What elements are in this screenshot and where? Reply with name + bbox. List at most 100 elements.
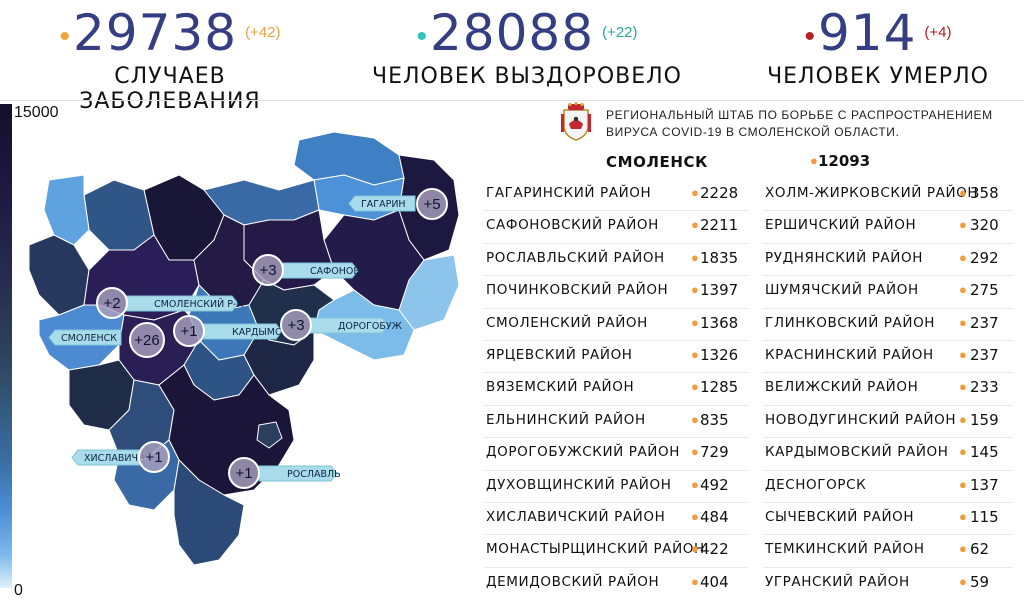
district-row: ЕРШИЧСКИЙ РАЙОН ● 320 xyxy=(765,210,1015,240)
region-map: ГАГАРИН +5 САФОНОВО +3 СМОЛЕНСКИЙ Р-Н +2 КАРДЫ… xyxy=(28,131,460,566)
map-marker: СМОЛЕНСК +26 xyxy=(48,322,165,358)
marker-delta: +2 xyxy=(103,295,120,312)
district-row: ВЯЗЕМСКИЙ РАЙОН ● 1285 xyxy=(486,372,750,402)
region-yershichsky xyxy=(173,459,245,566)
value-dot-icon: ● xyxy=(959,282,967,298)
marker-place-label: СМОЛЕНСК xyxy=(61,333,117,344)
value-dot-icon: ● xyxy=(691,476,699,492)
row-divider xyxy=(484,502,748,503)
district-row: ХИСЛАВИЧСКИЙ РАЙОН ● 484 xyxy=(486,502,750,532)
district-name: ШУМЯЧСКИЙ РАЙОН xyxy=(765,282,919,299)
row-divider xyxy=(763,340,1013,341)
district-name: УГРАНСКИЙ РАЙОН xyxy=(765,573,910,590)
district-value: 159 xyxy=(970,410,999,429)
value-dot-icon: ● xyxy=(959,509,967,524)
smolensk-coat-of-arms-icon xyxy=(561,102,591,141)
district-value: 292 xyxy=(970,248,999,267)
district-row: ДЕСНОГОРСК ● 137 xyxy=(765,470,1015,500)
district-value: 492 xyxy=(700,475,729,494)
marker-bubble xyxy=(280,309,312,341)
district-name: МОНАСТЫРЩИНСКИЙ РАЙОН xyxy=(486,541,705,558)
map-marker: САФОНОВО +3 xyxy=(252,254,367,286)
value-dot-icon: ● xyxy=(691,314,699,330)
value-dot-icon: ● xyxy=(691,217,699,233)
district-row: ГАГАРИНСКИЙ РАЙОН ● 2228 xyxy=(486,178,750,208)
deaths-label: ЧЕЛОВЕК УМЕРЛО xyxy=(767,64,989,89)
row-divider xyxy=(484,340,748,341)
district-row: РОСЛАВЛЬСКИЙ РАЙОН ● 1835 xyxy=(486,243,750,273)
district-row: ШУМЯЧСКИЙ РАЙОН ● 275 xyxy=(765,275,1015,305)
district-value: 233 xyxy=(970,378,999,397)
district-value: 729 xyxy=(700,443,729,462)
headquarters-caption: РЕГИОНАЛЬНЫЙ ШТАБ ПО БОРЬБЕ С РАСПРОСТРА… xyxy=(606,107,1016,141)
district-row: ЯРЦЕВСКИЙ РАЙОН ● 1326 xyxy=(486,340,750,370)
district-name: ТЕМКИНСКИЙ РАЙОН xyxy=(765,541,925,558)
district-row: ЕЛЬНИНСКИЙ РАЙОН ● 835 xyxy=(486,405,750,435)
value-dot-icon: ● xyxy=(959,185,967,200)
district-value: 237 xyxy=(970,313,999,332)
district-name: ВЕЛИЖСКИЙ РАЙОН xyxy=(765,379,919,396)
district-value: 1397 xyxy=(700,281,739,300)
row-divider xyxy=(763,372,1013,374)
row-divider xyxy=(484,469,748,471)
district-name: СЫЧЕВСКИЙ РАЙОН xyxy=(765,509,915,525)
row-divider xyxy=(763,210,1013,212)
value-dot-icon: ● xyxy=(959,379,967,395)
district-value: 422 xyxy=(700,540,729,559)
row-divider xyxy=(763,242,1013,244)
value-dot-icon: ● xyxy=(959,541,967,557)
district-row: РУДНЯНСКИЙ РАЙОН ● 292 xyxy=(765,243,1015,273)
district-value: 2228 xyxy=(700,184,739,202)
district-value: 835 xyxy=(700,410,729,429)
marker-bubble xyxy=(416,188,448,220)
district-value: 358 xyxy=(970,184,999,202)
district-row: СЫЧЕВСКИЙ РАЙОН ● 115 xyxy=(765,502,1015,532)
district-row: ГЛИНКОВСКИЙ РАЙОН ● 237 xyxy=(765,308,1015,338)
value-dot-icon: ● xyxy=(691,185,699,200)
district-value: 320 xyxy=(970,216,999,235)
marker-delta: +1 xyxy=(235,465,252,482)
district-row: ДОРОГОБУЖСКИЙ РАЙОН ● 729 xyxy=(486,437,750,467)
district-value: 404 xyxy=(700,572,729,591)
header-divider xyxy=(0,100,1024,101)
district-row: КАРДЫМОВСКИЙ РАЙОН ● 145 xyxy=(765,437,1015,467)
value-dot-icon: ● xyxy=(691,347,699,362)
district-value: 62 xyxy=(970,540,990,559)
district-value: 1835 xyxy=(700,248,739,267)
district-value: 275 xyxy=(970,281,999,300)
map-marker: ХИСЛАВИЧИ +1 xyxy=(71,441,170,473)
district-row: МОНАСТЫРЩИНСКИЙ РАЙОН ● 422 xyxy=(486,534,750,564)
marker-place-label: КАРДЫМОВО xyxy=(232,327,296,338)
district-name: ЕЛЬНИНСКИЙ РАЙОН xyxy=(486,411,646,428)
value-dot-icon: ● xyxy=(959,476,967,492)
district-value: 115 xyxy=(970,508,999,526)
district-name: КАРДЫМОВСКИЙ РАЙОН xyxy=(765,444,949,461)
marker-label-tag xyxy=(348,195,416,212)
headquarters-line-1: РЕГИОНАЛЬНЫЙ ШТАБ ПО БОРЬБЕ С РАСПРОСТРА… xyxy=(606,108,993,122)
value-dot-icon: ● xyxy=(691,249,699,265)
map-marker: ДОРОГОБУЖ +3 xyxy=(280,309,403,341)
map-marker: ГАГАРИН +5 xyxy=(348,188,448,220)
district-name: ДУХОВЩИНСКИЙ РАЙОН xyxy=(486,476,672,493)
map-marker: РОСЛАВЛЬ +1 xyxy=(228,457,341,489)
value-dot-icon: ● xyxy=(691,379,699,395)
region-desnogorsk xyxy=(256,421,283,449)
row-divider xyxy=(484,275,748,277)
district-name: КРАСНИНСКИЙ РАЙОН xyxy=(765,347,934,363)
district-name: ГАГАРИНСКИЙ РАЙОН xyxy=(486,185,652,201)
district-row: СМОЛЕНСКИЙ РАЙОН ● 1368 xyxy=(486,308,750,338)
value-dot-icon: ● xyxy=(691,282,699,298)
value-dot-icon: ● xyxy=(959,444,967,460)
cases-dot-icon: • xyxy=(59,20,70,53)
row-divider xyxy=(763,534,1013,536)
district-name: ВЯЗЕМСКИЙ РАЙОН xyxy=(486,379,635,396)
district-row: ДЕМИДОВСКИЙ РАЙОН ● 404 xyxy=(486,567,750,597)
region-velizhsky xyxy=(43,174,90,246)
capital-value: 12093 xyxy=(818,152,871,170)
district-value: 1368 xyxy=(700,313,739,332)
value-dot-icon: ● xyxy=(959,217,967,233)
district-name: ДОРОГОБУЖСКИЙ РАЙОН xyxy=(486,444,680,461)
capital-name: СМОЛЕНСК xyxy=(606,153,709,171)
deaths-delta: (+4) xyxy=(924,24,952,41)
district-name: САФОНОВСКИЙ РАЙОН xyxy=(486,217,659,234)
